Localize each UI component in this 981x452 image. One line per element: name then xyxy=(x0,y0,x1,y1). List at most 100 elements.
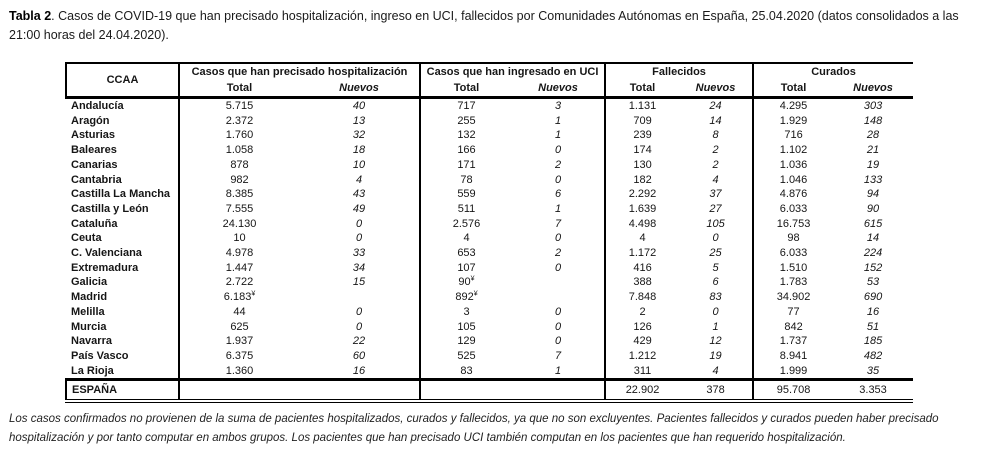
value-cell: 982 xyxy=(178,172,299,188)
value-cell: 60 xyxy=(352,349,366,362)
col-group-curados: Curados xyxy=(752,62,914,80)
value-cell: 311 xyxy=(604,363,680,380)
value-cell: 1 xyxy=(712,320,719,333)
table-row: Asturias 1.760 32 132 1 239 8 716 28 xyxy=(66,128,913,144)
table-row: Galicia 2.722 15 90¥ 388 6 1.783 53 xyxy=(66,275,913,291)
value-cell: 3.353 xyxy=(833,378,914,404)
value-cell: 83 xyxy=(709,291,722,304)
value-cell: 0 xyxy=(554,173,562,186)
value-cell: 1.783 xyxy=(752,275,834,291)
value-cell: 126 xyxy=(604,319,680,335)
value-cell: 2.372 xyxy=(178,113,299,129)
ccaa-cell: La Rioja xyxy=(71,364,114,377)
col-header-uci-total: Total xyxy=(419,80,512,99)
value-cell: 16.753 xyxy=(752,216,834,232)
table-row: Murcia 625 0 105 0 126 1 842 51 xyxy=(66,319,913,335)
value-cell: 0 xyxy=(712,232,719,245)
value-cell: 7.555 xyxy=(178,201,299,217)
ccaa-cell: Ceuta xyxy=(71,232,102,245)
value-cell: 185 xyxy=(863,335,883,348)
value-cell: 90 xyxy=(866,202,880,215)
value-cell: 94 xyxy=(866,188,880,201)
value-cell: 1.639 xyxy=(604,201,680,217)
ccaa-cell: Navarra xyxy=(71,335,112,348)
value-cell: 53 xyxy=(866,276,880,289)
value-cell: 878 xyxy=(178,157,299,173)
value-cell: 1.929 xyxy=(752,113,834,129)
value-cell: 1.510 xyxy=(752,260,834,276)
value-cell: 690 xyxy=(863,291,883,304)
value-cell: 1 xyxy=(554,114,562,127)
table-row: Cataluña 24.130 0 2.576 7 4.498 105 16.753 615 xyxy=(66,216,913,232)
value-cell: 105 xyxy=(706,217,725,230)
value-cell: 1.058 xyxy=(178,143,299,158)
table-row: Ceuta 10 0 4 0 4 0 98 14 xyxy=(66,231,913,247)
value-cell: 10 xyxy=(352,158,366,171)
ccaa-cell: Baleares xyxy=(71,144,117,157)
col-header-fallecidos-total: Total xyxy=(604,80,680,99)
value-cell: 7.848 xyxy=(604,290,680,305)
header-group-row: CCAA Casos que han precisado hospitaliza… xyxy=(65,62,914,99)
value-cell: 1.447 xyxy=(178,260,299,276)
value-cell: 6.375 xyxy=(178,348,299,364)
total-row: ESPAÑA 22.902 378 95.708 3.353 xyxy=(65,378,914,404)
value-cell: 416 xyxy=(604,260,680,276)
col-header-fallecidos-nuevos: Nuevos xyxy=(679,80,754,99)
value-cell: 4.295 xyxy=(752,97,834,114)
ccaa-cell: Canarias xyxy=(71,158,118,171)
value-cell: 2.722 xyxy=(178,275,299,291)
ccaa-cell: ESPAÑA xyxy=(65,378,179,404)
value-cell xyxy=(512,290,605,305)
value-cell: 182 xyxy=(604,172,680,188)
value-cell: 1.046 xyxy=(752,172,834,188)
value-cell xyxy=(512,275,605,290)
value-cell: 22.902 xyxy=(604,378,680,404)
ccaa-cell: Aragón xyxy=(71,114,110,127)
value-cell: 3 xyxy=(554,100,562,112)
value-cell: 6 xyxy=(712,276,719,289)
col-header-uci-nuevos: Nuevos xyxy=(512,80,606,99)
footnote-marker: ¥ xyxy=(473,290,478,298)
value-cell: 482 xyxy=(863,349,883,362)
value-cell: 2 xyxy=(604,304,680,320)
value-cell: 90¥ xyxy=(419,275,512,291)
value-cell: 43 xyxy=(352,188,366,201)
value-cell: 15 xyxy=(352,276,366,289)
value-cell: 2.576 xyxy=(419,216,512,232)
value-cell: 1 xyxy=(554,364,562,377)
value-cell xyxy=(299,290,420,305)
value-cell: 255 xyxy=(419,113,512,129)
ccaa-cell: Galicia xyxy=(71,276,108,289)
value-cell: 10 xyxy=(178,231,299,247)
value-cell: 1.172 xyxy=(604,246,680,261)
value-cell: 8.941 xyxy=(752,348,834,364)
value-cell: 388 xyxy=(604,275,680,291)
value-cell: 34 xyxy=(352,261,366,274)
value-cell: 709 xyxy=(604,113,680,129)
table-row: Castilla La Mancha 8.385 43 559 6 2.292 37 4.87… xyxy=(66,187,913,202)
header-sub-row: Total Nuevos Total Nuevos Total Nuevos T… xyxy=(66,80,914,99)
value-cell: 49 xyxy=(352,202,366,215)
value-cell: 133 xyxy=(863,173,883,186)
value-cell: 2.292 xyxy=(604,187,680,202)
value-cell: 28 xyxy=(866,129,880,142)
value-cell: 2 xyxy=(554,158,562,171)
value-cell: 6.033 xyxy=(752,201,834,217)
table-row: Madrid 6.183¥ 892¥ 7.848 83 34.902 690 xyxy=(66,290,913,305)
value-cell: 95.708 xyxy=(752,378,834,404)
value-cell: 14 xyxy=(709,114,722,127)
value-cell: 4 xyxy=(355,173,363,186)
table-caption: Tabla 2. Casos de COVID-19 que han preci… xyxy=(9,7,973,45)
value-cell: 0 xyxy=(554,335,562,348)
value-cell: 303 xyxy=(863,100,883,112)
value-cell: 1 xyxy=(554,129,562,142)
value-cell: 51 xyxy=(866,320,880,333)
col-header-curados-total: Total xyxy=(752,80,834,99)
ccaa-cell: Madrid xyxy=(71,291,108,304)
ccaa-cell: Cataluña xyxy=(71,217,118,230)
ccaa-cell: Extremadura xyxy=(71,261,139,274)
footnote: Los casos confirmados no provienen de la… xyxy=(9,413,939,444)
table-row: Canarias 878 10 171 2 130 2 1.036 19 xyxy=(66,157,913,173)
value-cell: 37 xyxy=(709,188,722,201)
value-cell: 1.212 xyxy=(604,348,680,364)
